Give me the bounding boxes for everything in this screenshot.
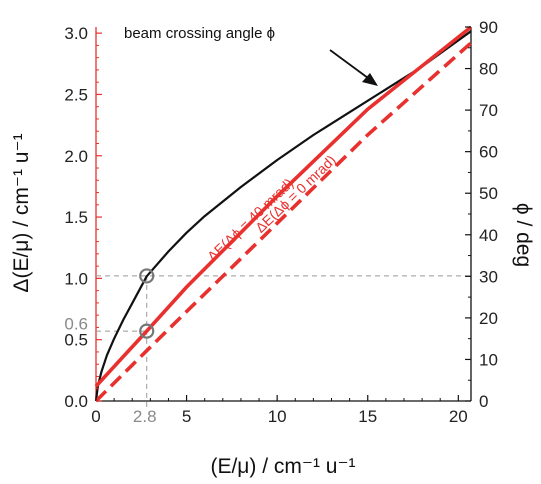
x-tick-label-1: 5: [182, 407, 191, 426]
x-tick-label-extra: 2.8: [133, 407, 157, 426]
y-left-tick-label-5: 2.5: [64, 85, 88, 104]
series-line-0: [94, 30, 472, 402]
series-line-2: [94, 41, 473, 403]
y-left-tick-label-2: 1.0: [64, 269, 88, 288]
x-tick-label-3: 15: [358, 407, 377, 426]
annotation-arrow-head: [362, 73, 378, 86]
x-tick-label-0: 0: [91, 407, 100, 426]
y-right-tick-label-0: 0: [479, 392, 488, 411]
series-group: [94, 25, 473, 403]
y-right-tick-label-5: 50: [479, 184, 498, 203]
x-tick-label-4: 20: [449, 407, 468, 426]
y-right-tick-label-2: 20: [479, 309, 498, 328]
ticks-group: 0 5 10 15 20 2.8 0.0 0.5 1.0 1.5 2.0 2.5 3.0 0.6 0 10 20…: [64, 18, 498, 426]
x-tick-label-2: 10: [268, 407, 287, 426]
y-left-tick-label-4: 2.0: [64, 147, 88, 166]
y-right-tick-label-6: 60: [479, 143, 498, 162]
marker-circle-0: [139, 268, 155, 284]
annotation-arrow-line: [329, 49, 369, 79]
y-left-tick-label-1: 0.5: [64, 331, 88, 350]
y-left-axis-title: Δ(E/μ) / cm⁻¹ u⁻¹: [10, 133, 33, 292]
y-left-tick-label-extra: 0.6: [64, 314, 88, 333]
guide-lines: [96, 275, 471, 407]
x-axis-title: (E/μ) / cm⁻¹ u⁻¹: [210, 455, 355, 478]
y-right-tick-label-7: 70: [479, 101, 498, 120]
marker-circle-1: [139, 323, 155, 339]
series-line-1: [94, 25, 473, 388]
markers-group: [139, 268, 155, 339]
y-right-tick-label-8: 80: [479, 60, 498, 79]
y-right-axis-title: ϕ / deg: [512, 203, 535, 267]
annotations-group: beam crossing angle ϕΔE(Δϕ = 40 mrad)ΔE(…: [124, 25, 378, 264]
annotation-beam-crossing: beam crossing angle ϕ: [124, 25, 275, 42]
y-left-tick-label-6: 3.0: [64, 24, 88, 43]
y-right-tick-label-3: 30: [479, 267, 498, 286]
y-right-tick-label-1: 10: [479, 350, 498, 369]
y-left-tick-label-0: 0.0: [64, 392, 88, 411]
y-right-tick-label-9: 90: [479, 18, 498, 37]
y-right-tick-label-4: 40: [479, 226, 498, 245]
y-left-tick-label-3: 1.5: [64, 208, 88, 227]
